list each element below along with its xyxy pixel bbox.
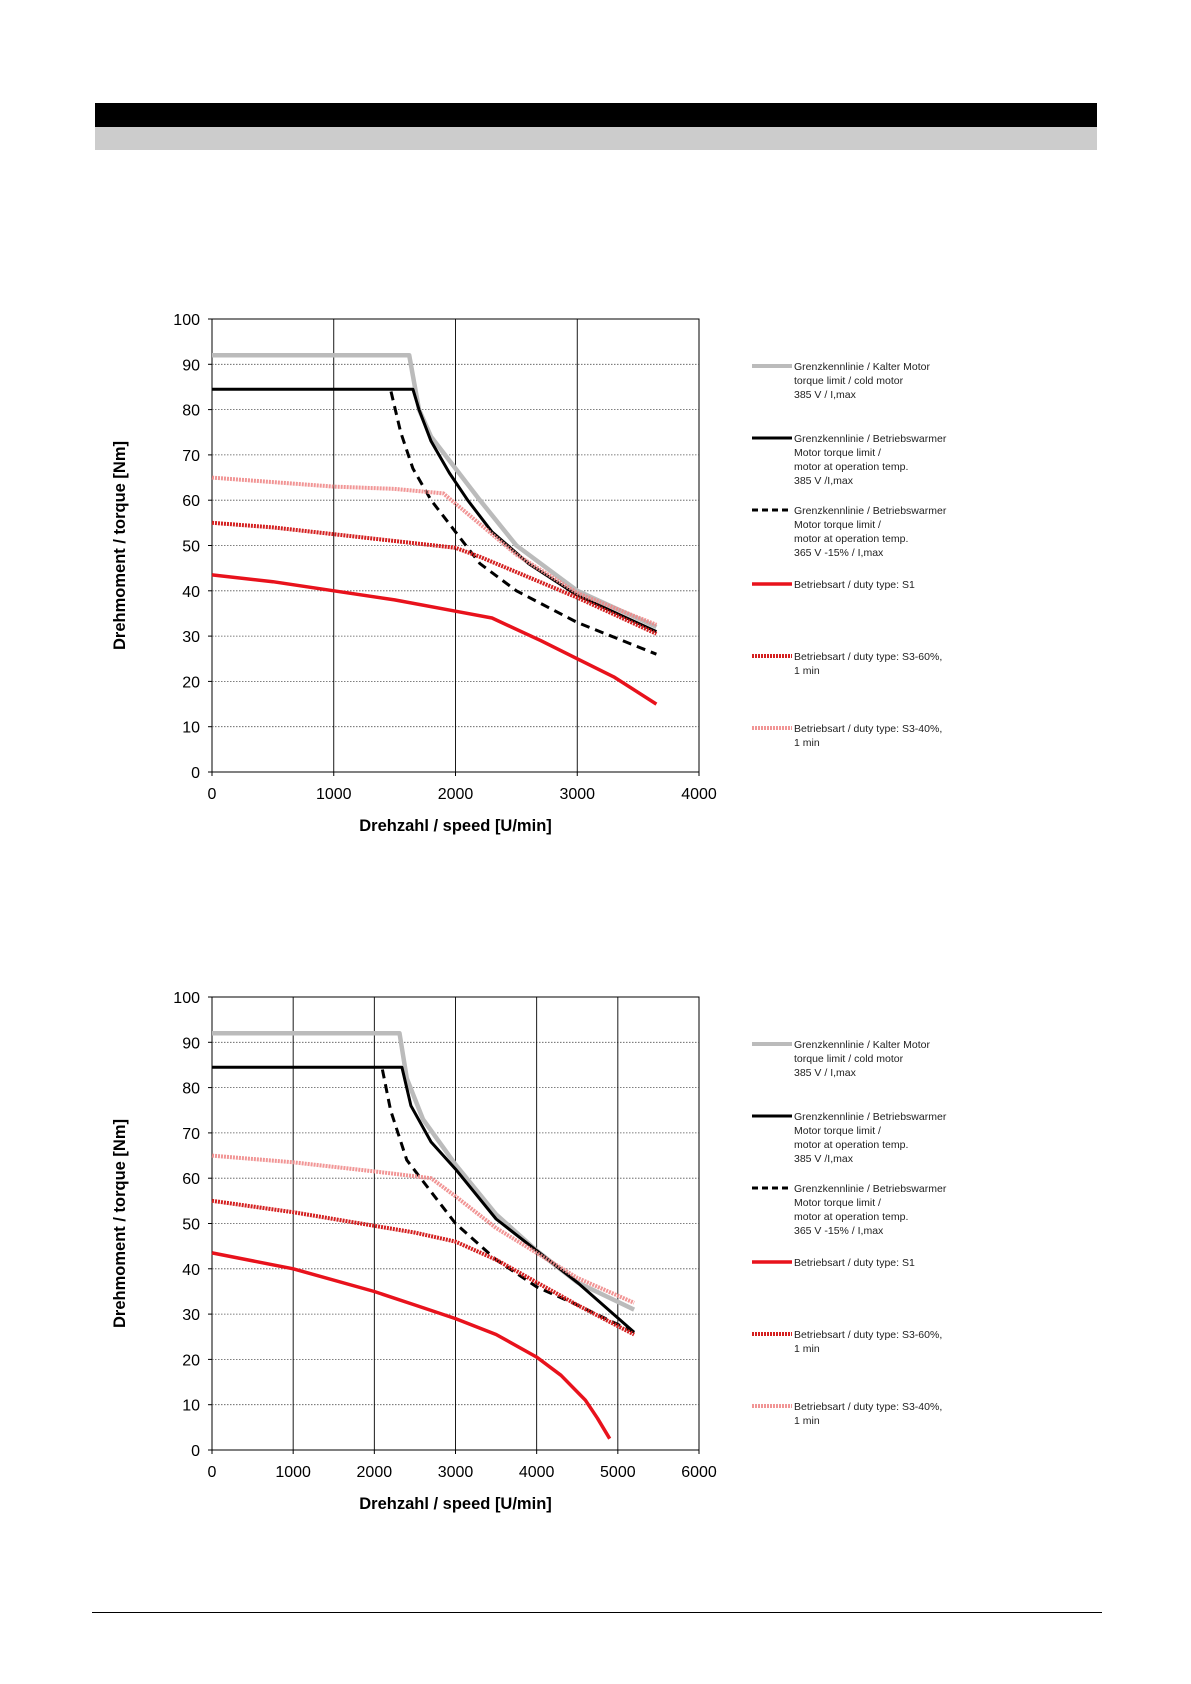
legend-label: Grenzkennlinie / Kalter Motor torque lim… <box>794 361 930 401</box>
legend-label: Betriebsart / duty type: S1 <box>794 579 915 591</box>
series-line-1 <box>212 352 658 630</box>
y-tick-label: 50 <box>182 539 200 556</box>
legend-label: Grenzkennlinie / Kalter Motor torque lim… <box>794 1039 930 1079</box>
y-tick-label: 30 <box>182 629 200 646</box>
y-tick-label: 60 <box>182 1171 200 1188</box>
torque-speed-chart-2: 0 10 20 30 40 50 60 70 80 90 100 0 1000 2000 3000 4000 5… <box>95 978 1097 1538</box>
x-tick-label: 4000 <box>519 1464 555 1481</box>
y-axis-label: Drehmoment / torque [Nm] <box>111 441 129 650</box>
x-tick-label: 0 <box>208 786 217 803</box>
header-bar-black <box>95 103 1097 127</box>
torque-speed-chart-1: 0 10 20 30 40 50 60 70 80 90 100 0 1000 2000 3000 4000 D… <box>95 300 1097 860</box>
legend-swatch <box>752 364 792 368</box>
series-line-6 <box>211 475 658 627</box>
y-tick-label: 10 <box>182 1398 200 1415</box>
y-tick-label: 70 <box>182 1126 200 1143</box>
legend-swatch <box>752 436 792 440</box>
legend-item: Grenzkennlinie / Betriebswarmer Motor to… <box>750 432 946 488</box>
legend-swatch <box>752 582 792 586</box>
legend-label: Betriebsart / duty type: S3-60%, 1 min <box>794 1329 943 1355</box>
legend-label: Betriebsart / duty type: S3-40%, 1 min <box>794 723 943 749</box>
series-line-3 <box>389 391 657 656</box>
legend-item: Betriebsart / duty type: S3-60%, 1 min <box>750 1328 942 1356</box>
y-tick-label: 20 <box>182 1352 200 1369</box>
legend-label: Betriebsart / duty type: S3-40%, 1 min <box>794 1401 943 1427</box>
legend-label: Betriebsart / duty type: S3-60%, 1 min <box>794 651 943 677</box>
x-axis-label: Drehzahl / speed [U/min] <box>359 817 552 835</box>
x-axis-label: Drehzahl / speed [U/min] <box>359 1495 552 1513</box>
legend-label: Grenzkennlinie / Betriebswarmer Motor to… <box>794 505 947 559</box>
y-tick-label: 90 <box>182 357 200 374</box>
y-tick-label: 90 <box>182 1035 200 1052</box>
header-bar-gray <box>95 127 1097 150</box>
legend-swatch <box>752 508 792 512</box>
legend-item: Grenzkennlinie / Kalter Motor torque lim… <box>750 360 930 402</box>
y-tick-label: 80 <box>182 403 200 420</box>
x-tick-label: 2000 <box>357 1464 393 1481</box>
x-tick-label: 3000 <box>438 1464 474 1481</box>
y-tick-label: 60 <box>182 493 200 510</box>
legend-item: Betriebsart / duty type: S3-60%, 1 min <box>750 650 942 678</box>
series-line-4 <box>211 1251 612 1440</box>
legend-swatch <box>752 1332 792 1336</box>
y-tick-label: 40 <box>182 1262 200 1279</box>
footer-rule <box>92 1612 1102 1613</box>
y-tick-label: 100 <box>173 990 200 1007</box>
y-tick-label: 70 <box>182 448 200 465</box>
series-line-5 <box>211 520 658 636</box>
legend-label: Grenzkennlinie / Betriebswarmer Motor to… <box>794 433 947 487</box>
x-tick-label: 5000 <box>600 1464 636 1481</box>
x-tick-label: 1000 <box>275 1464 311 1481</box>
y-tick-label: 80 <box>182 1081 200 1098</box>
legend-swatch <box>752 1186 792 1190</box>
series-line-6 <box>211 1153 635 1305</box>
y-tick-label: 40 <box>182 584 200 601</box>
y-tick-label: 0 <box>191 1443 200 1460</box>
legend-swatch <box>752 726 792 730</box>
x-tick-label: 0 <box>208 1464 217 1481</box>
legend-item: Betriebsart / duty type: S3-40%, 1 min <box>750 722 942 750</box>
legend-item: Betriebsart / duty type: S1 <box>750 1256 915 1270</box>
legend-swatch <box>752 1404 792 1408</box>
legend-item: Grenzkennlinie / Kalter Motor torque lim… <box>750 1038 930 1080</box>
y-axis-label: Drehmoment / torque [Nm] <box>111 1119 129 1328</box>
series-line-2 <box>212 387 658 633</box>
legend-label: Betriebsart / duty type: S1 <box>794 1257 915 1269</box>
y-tick-label: 50 <box>182 1217 200 1234</box>
x-tick-label: 2000 <box>438 786 474 803</box>
legend-swatch <box>752 1114 792 1118</box>
legend-label: Grenzkennlinie / Betriebswarmer Motor to… <box>794 1183 947 1237</box>
legend-swatch <box>752 1260 792 1264</box>
legend-label: Grenzkennlinie / Betriebswarmer Motor to… <box>794 1111 947 1165</box>
legend-item: Betriebsart / duty type: S1 <box>750 578 915 592</box>
legend-item: Grenzkennlinie / Betriebswarmer Motor to… <box>750 504 946 560</box>
series-line-4 <box>211 573 658 706</box>
legend-swatch <box>752 1042 792 1046</box>
legend-swatch <box>752 654 792 658</box>
y-tick-label: 100 <box>173 312 200 329</box>
x-tick-label: 6000 <box>681 1464 717 1481</box>
y-tick-label: 0 <box>191 765 200 782</box>
x-tick-label: 4000 <box>681 786 717 803</box>
y-tick-label: 20 <box>182 674 200 691</box>
legend-item: Betriebsart / duty type: S3-40%, 1 min <box>750 1400 942 1428</box>
y-tick-label: 10 <box>182 720 200 737</box>
legend-item: Grenzkennlinie / Betriebswarmer Motor to… <box>750 1110 946 1166</box>
series-line-5 <box>211 1198 636 1337</box>
x-tick-label: 1000 <box>316 786 352 803</box>
y-tick-label: 30 <box>182 1307 200 1324</box>
legend-item: Grenzkennlinie / Betriebswarmer Motor to… <box>750 1182 946 1238</box>
x-tick-label: 3000 <box>559 786 595 803</box>
